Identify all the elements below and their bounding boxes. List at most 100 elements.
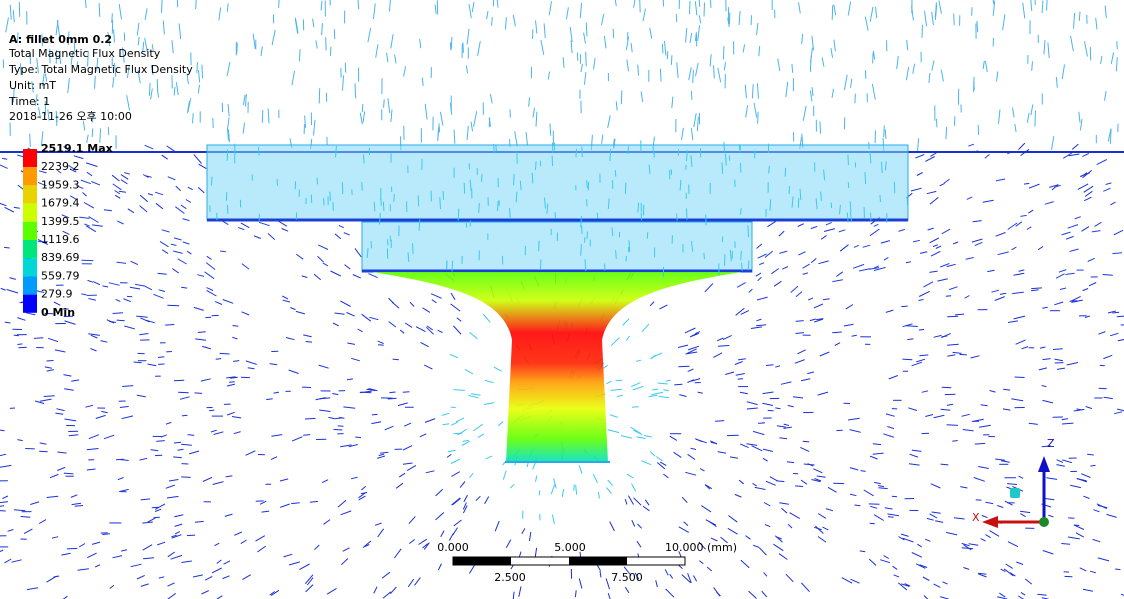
field-vector	[188, 187, 193, 190]
field-vector	[331, 271, 341, 276]
field-vector	[634, 430, 643, 434]
field-vector	[735, 362, 743, 365]
field-vector	[13, 10, 14, 22]
field-vector	[678, 366, 689, 367]
field-vector	[390, 587, 396, 594]
field-vector	[415, 578, 421, 586]
field-vector	[579, 579, 582, 589]
field-vector	[637, 541, 641, 547]
field-vector	[650, 28, 652, 39]
field-vector	[582, 147, 583, 157]
field-vector	[47, 496, 59, 497]
field-vector	[198, 187, 204, 193]
field-vector	[611, 338, 619, 346]
field-vector	[739, 480, 744, 484]
field-vector	[440, 197, 441, 209]
field-vector	[832, 332, 842, 333]
field-vector	[1043, 400, 1054, 403]
field-vector	[432, 300, 437, 303]
field-vector	[344, 233, 350, 235]
field-vector	[471, 122, 473, 132]
field-vector	[893, 566, 898, 569]
field-vector	[684, 522, 688, 526]
field-vector	[687, 209, 688, 220]
field-vector	[634, 0, 636, 8]
field-vector	[71, 380, 79, 381]
field-vector	[102, 534, 110, 535]
field-vector	[1057, 460, 1063, 463]
field-vector	[166, 485, 175, 488]
legend-label: 0 Min	[41, 306, 75, 319]
field-vector	[205, 272, 215, 279]
field-vector	[34, 338, 43, 339]
field-vector	[995, 297, 1005, 301]
field-vector	[87, 553, 96, 558]
field-vector	[1053, 349, 1063, 350]
field-vector	[688, 369, 694, 372]
field-vector	[817, 476, 826, 477]
field-vector	[699, 15, 700, 23]
field-vector	[467, 29, 469, 45]
field-vector	[1093, 539, 1101, 541]
field-vector	[343, 548, 350, 552]
field-vector	[752, 446, 763, 451]
field-vector	[127, 95, 130, 110]
field-vector	[539, 241, 540, 251]
field-vector	[1056, 77, 1057, 88]
field-vector	[930, 514, 938, 518]
field-vector	[763, 392, 774, 394]
field-vector	[625, 499, 627, 504]
field-vector	[949, 287, 957, 290]
field-vector	[471, 394, 481, 396]
field-vector	[649, 395, 658, 397]
field-vector	[120, 406, 129, 407]
field-vector	[148, 364, 157, 366]
field-vector	[47, 576, 57, 582]
field-vector	[1103, 355, 1112, 358]
field-vector	[1003, 409, 1011, 410]
field-vector	[689, 67, 692, 80]
field-vector	[973, 221, 982, 222]
field-vector	[47, 370, 54, 372]
field-vector	[92, 225, 103, 226]
field-vector	[695, 1, 697, 15]
field-vector	[928, 228, 934, 230]
field-vector	[207, 288, 214, 291]
header-result: Total Magnetic Flux Density	[8, 47, 161, 60]
field-vector	[183, 242, 190, 244]
field-vector	[697, 117, 698, 131]
field-vector	[870, 229, 879, 236]
field-vector	[631, 383, 640, 387]
field-vector	[1114, 230, 1123, 235]
field-vector	[268, 109, 269, 124]
field-vector	[1117, 316, 1124, 317]
field-vector	[140, 318, 149, 322]
field-vector	[840, 245, 848, 252]
field-vector	[195, 521, 204, 522]
field-vector	[728, 516, 737, 523]
field-vector	[458, 429, 467, 435]
field-vector	[749, 289, 753, 292]
field-vector	[442, 413, 450, 415]
field-vector	[642, 324, 649, 332]
field-vector	[972, 7, 973, 15]
field-vector	[643, 9, 646, 22]
field-vector	[72, 503, 82, 504]
field-vector	[175, 207, 184, 214]
field-vector	[996, 179, 1005, 181]
field-vector	[627, 60, 629, 72]
field-vector	[696, 439, 707, 443]
field-vector	[1027, 113, 1029, 123]
field-vector	[971, 356, 980, 358]
field-vector	[586, 23, 587, 37]
field-vector	[698, 25, 700, 41]
field-vector	[130, 287, 140, 289]
field-vector	[124, 326, 134, 329]
field-vector	[762, 591, 767, 597]
field-vector	[670, 574, 673, 578]
legend-swatch	[23, 222, 37, 240]
field-vector	[71, 495, 77, 498]
field-vector	[643, 506, 649, 511]
field-vector	[1031, 290, 1039, 291]
field-vector	[696, 63, 699, 76]
